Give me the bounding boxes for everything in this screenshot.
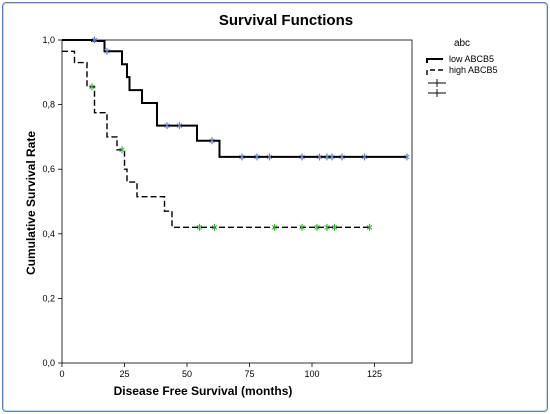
legend-item-low: low ABCB5 [426, 54, 494, 64]
plot-area [61, 39, 413, 364]
chart-title: Survival Functions [219, 12, 353, 29]
censor-marker [324, 153, 330, 161]
y-tick-label: 0,8 [42, 100, 55, 110]
x-tick-label: 50 [182, 369, 192, 379]
censor-marker [176, 122, 183, 130]
censor-marker [164, 122, 170, 130]
series-line-low [62, 39, 407, 158]
censor-marker [299, 223, 305, 231]
censor-marker [119, 146, 125, 154]
censor-marker [271, 223, 278, 231]
legend-label-high: high ABCB5 [449, 65, 498, 75]
y-axis-title: Cumulative Survival Rate [24, 131, 38, 275]
legend-label-low: low ABCB5 [449, 54, 494, 64]
censor-marker [266, 153, 273, 161]
legend-item-censor-1 [428, 79, 446, 87]
y-tick-label: 0,0 [42, 358, 55, 368]
x-tick-label: 100 [304, 369, 319, 379]
censor-marker [299, 153, 305, 161]
legend-swatch-solid [426, 58, 443, 63]
x-tick-label: 125 [367, 369, 382, 379]
x-axis: 0 25 50 75 100 125 [59, 363, 382, 379]
censor-marker [239, 153, 245, 161]
censor-marker-swatch [428, 89, 446, 97]
series-layer [62, 36, 410, 231]
censor-marker [361, 153, 368, 161]
censor-marker [89, 83, 95, 91]
censor-marker [324, 223, 330, 231]
censor-marker-swatch [428, 79, 446, 87]
censor-marker [339, 153, 345, 161]
legend: abc low ABCB5 high ABCB5 [426, 38, 498, 97]
x-axis-title: Disease Free Survival (months) [114, 384, 293, 398]
legend-title: abc [454, 38, 470, 49]
legend-item-censor-2 [428, 89, 446, 97]
censor-marker [366, 223, 373, 231]
series-line-high [62, 50, 370, 228]
censor-marker [211, 223, 218, 231]
legend-swatch-dashed [426, 69, 443, 75]
censor-marker [314, 223, 320, 231]
censor-marker [331, 223, 338, 231]
y-tick-label: 0,4 [42, 229, 55, 239]
censor-marker [254, 153, 260, 161]
censor-marker [404, 153, 410, 161]
censor-marker [91, 36, 98, 44]
censor-marker [329, 153, 335, 161]
y-tick-label: 0,2 [42, 293, 55, 303]
x-tick-label: 75 [244, 369, 254, 379]
x-tick-label: 25 [119, 369, 129, 379]
y-tick-label: 0,6 [42, 164, 55, 174]
x-tick-label: 0 [59, 369, 64, 379]
y-tick-label: 1,0 [42, 35, 55, 45]
y-axis: 0,0 0,2 0,4 0,6 0,8 1,0 [42, 35, 62, 368]
legend-item-high: high ABCB5 [426, 65, 498, 75]
censor-marker [316, 153, 323, 161]
censor-marker [209, 137, 215, 145]
censor-marker [196, 223, 203, 231]
censor-marker [104, 47, 110, 55]
